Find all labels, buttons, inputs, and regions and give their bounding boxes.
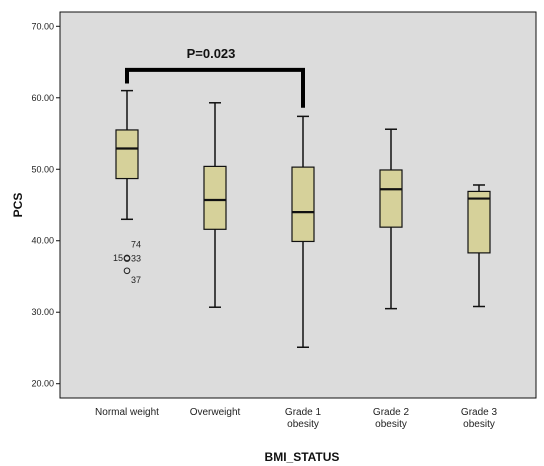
significance-p-value: P=0.023 <box>187 46 236 61</box>
x-category-label: Normal weight <box>95 407 159 418</box>
x-category-label-line: Normal weight <box>95 407 159 418</box>
significance-annotation: P=0.023 <box>125 46 305 108</box>
x-category-label-line: Grade 3 <box>461 407 498 418</box>
outlier-label: 15 <box>113 253 123 263</box>
outlier-point <box>123 267 131 275</box>
significance-bracket <box>125 67 305 108</box>
box-iqr <box>115 129 139 180</box>
x-category-label-line: obesity <box>463 419 495 430</box>
x-category-label-line: obesity <box>287 419 319 430</box>
outlier-label: 33 <box>131 254 141 264</box>
y-tick-label: 30.00 <box>31 307 54 317</box>
outlier-label: 37 <box>131 275 141 285</box>
box-iqr <box>467 190 491 254</box>
x-category-label: Overweight <box>190 407 241 418</box>
y-tick-label: 50.00 <box>31 164 54 174</box>
x-category-label: Grade 1 obesity <box>285 407 322 430</box>
box-group <box>291 115 315 348</box>
y-axis-ticks: 20.00 30.00 40.00 50.00 60.00 70.00 <box>31 21 60 389</box>
x-category-label-line: Overweight <box>190 407 241 418</box>
box-group <box>115 89 139 221</box>
box-group <box>379 128 403 310</box>
x-category-label-line: obesity <box>375 419 407 430</box>
box-series <box>115 89 491 348</box>
outlier-label: 74 <box>131 239 141 249</box>
y-tick-label: 40.00 <box>31 236 54 246</box>
outlier-points: 15 33 74 37 <box>113 239 141 285</box>
y-tick-label: 20.00 <box>31 379 54 389</box>
box-group <box>203 102 227 308</box>
outlier-point <box>123 255 131 262</box>
x-category-label-line: Grade 2 <box>373 407 410 418</box>
x-category-label-line: Grade 1 <box>285 407 322 418</box>
box-iqr <box>291 166 315 243</box>
y-tick-label: 70.00 <box>31 21 54 31</box>
y-axis-title: PCS <box>11 193 25 218</box>
y-tick-label: 60.00 <box>31 93 54 103</box>
x-category-label: Grade 3 obesity <box>461 407 498 430</box>
box-iqr <box>379 169 403 228</box>
x-axis-title: BMI_STATUS <box>265 450 340 464</box>
box-group <box>467 184 491 308</box>
x-axis-category-labels: Normal weight Overweight Grade 1 obesityGra… <box>95 407 497 430</box>
x-category-label: Grade 2 obesity <box>373 407 410 430</box>
box-iqr <box>203 165 227 230</box>
